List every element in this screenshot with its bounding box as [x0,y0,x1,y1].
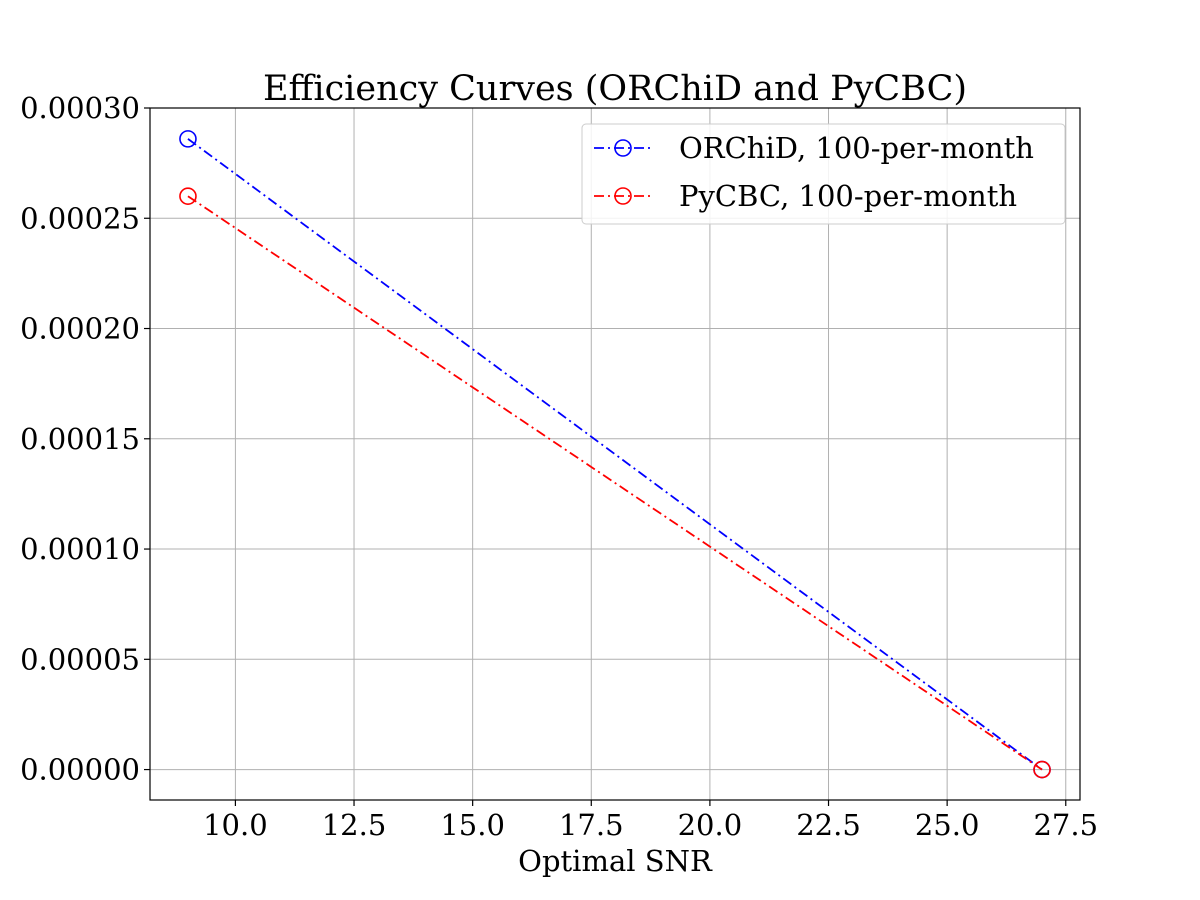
data-point-marker [1033,760,1051,779]
y-tick-label: 0.00010 [20,532,140,566]
y-tick-label: 0.00015 [20,422,140,456]
y-tick-label: 0.00005 [20,642,140,676]
y-tick-label: 0.00030 [20,91,140,125]
legend-marker [614,187,632,205]
data-point-marker [179,130,197,148]
x-axis-title: Optimal SNR [518,844,713,878]
plot-series [179,130,1051,779]
legend-entry-label: ORChiD, 100-per-month [679,131,1034,165]
legend-box [581,123,1066,225]
series-line-0 [187,138,1043,771]
x-tick-label: 22.5 [796,808,861,842]
x-tick-label: 27.5 [1033,808,1098,842]
series-line-1 [187,195,1043,771]
plot-area-frame [149,107,1081,801]
x-tick-label: 15.0 [440,808,505,842]
x-tick-label: 12.5 [322,808,387,842]
axis-ticks: 10.0 12.5 15.0 17.5 20.0 22.5 25.0 27.5 0.00000 0… [20,91,1098,842]
data-point-marker [179,187,197,206]
legend-entry-label: PyCBC, 100-per-month [679,179,1017,213]
y-tick-label: 0.00020 [20,312,140,346]
y-tick-label: 0.00000 [20,753,140,787]
x-tick-label: 10.0 [203,808,268,842]
x-tick-label: 17.5 [559,808,624,842]
chart-title: Efficiency Curves (ORChiD and PyCBC) [263,69,967,109]
y-tick-label: 0.00025 [20,201,140,235]
x-tick-label: 25.0 [915,808,980,842]
x-tick-label: 20.0 [678,808,743,842]
legend-marker [614,139,632,157]
legend: ORChiD, 100-per-month PyCBC, 100-per-mont… [581,123,1066,225]
